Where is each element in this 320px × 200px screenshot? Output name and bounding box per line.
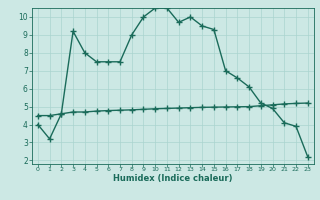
X-axis label: Humidex (Indice chaleur): Humidex (Indice chaleur) (113, 174, 233, 183)
